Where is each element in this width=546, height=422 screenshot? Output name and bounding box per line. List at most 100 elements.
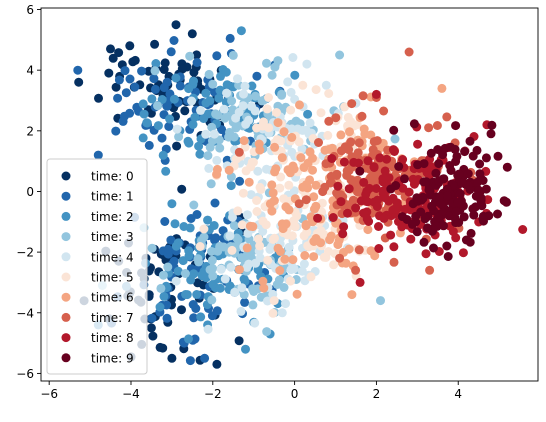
scatter-point	[171, 73, 181, 83]
scatter-point	[346, 137, 356, 147]
scatter-point	[394, 162, 404, 171]
scatter-point	[372, 136, 382, 146]
scatter-point	[453, 198, 463, 207]
scatter-point	[400, 174, 409, 184]
scatter-point	[376, 296, 385, 306]
scatter-point	[195, 149, 205, 159]
scatter-point	[164, 122, 174, 131]
scatter-point	[289, 186, 299, 196]
scatter-point	[192, 50, 202, 60]
scatter-point	[161, 166, 171, 176]
scatter-point	[172, 124, 182, 134]
scatter-point	[389, 242, 399, 252]
scatter-point	[194, 141, 204, 151]
scatter-point	[277, 89, 287, 99]
scatter-point	[455, 189, 465, 199]
scatter-point	[311, 180, 321, 190]
scatter-point	[463, 169, 473, 179]
scatter-point	[412, 227, 422, 237]
scatter-point	[340, 102, 350, 112]
scatter-point	[150, 39, 160, 49]
scatter-point	[380, 166, 390, 176]
scatter-point	[287, 132, 297, 142]
scatter-point	[248, 300, 258, 310]
scatter-point	[207, 247, 217, 256]
scatter-point	[212, 155, 222, 165]
scatter-point	[193, 254, 203, 264]
legend: time: 0 time: 1 time: 2 time: 3 time: 4 time:…	[46, 158, 148, 375]
scatter-point	[333, 240, 343, 250]
scatter-point	[451, 207, 461, 217]
scatter-point	[288, 255, 298, 265]
scatter-point	[429, 243, 438, 253]
scatter-point	[171, 241, 181, 251]
legend-label: time: 3	[91, 230, 134, 244]
scatter-point	[323, 130, 333, 140]
scatter-point	[180, 106, 190, 116]
scatter-point	[287, 231, 297, 241]
scatter-point	[412, 193, 422, 203]
scatter-point	[301, 221, 311, 231]
scatter-point	[239, 89, 248, 99]
scatter-point	[235, 176, 245, 186]
scatter-point	[296, 153, 306, 163]
scatter-point	[242, 262, 252, 272]
legend-marker	[61, 252, 71, 262]
scatter-point	[421, 177, 431, 187]
scatter-point	[209, 129, 219, 139]
scatter-point	[277, 308, 287, 318]
x-tick-label: 0	[291, 387, 299, 401]
scatter-point	[139, 109, 149, 119]
scatter-point	[208, 79, 218, 89]
scatter-point	[487, 120, 497, 130]
scatter-point	[171, 276, 181, 286]
scatter-point	[248, 157, 258, 167]
scatter-point	[348, 195, 358, 205]
scatter-point	[207, 295, 217, 305]
legend-marker	[61, 292, 71, 302]
scatter-point	[245, 221, 255, 231]
legend-marker	[61, 333, 71, 343]
scatter-point	[236, 306, 246, 316]
scatter-point	[314, 138, 323, 147]
scatter-point	[201, 88, 211, 98]
scatter-point	[327, 154, 337, 163]
scatter-point	[446, 166, 456, 175]
scatter-point	[249, 287, 259, 296]
scatter-point	[160, 217, 170, 226]
scatter-point	[309, 237, 319, 246]
scatter-point	[369, 163, 379, 172]
scatter-point	[283, 77, 293, 87]
scatter-point	[358, 91, 368, 101]
scatter-point	[93, 150, 103, 160]
scatter-point	[113, 93, 123, 103]
scatter-point	[324, 247, 333, 256]
scatter-point	[188, 300, 198, 309]
scatter-point	[413, 139, 423, 149]
scatter-point	[155, 302, 165, 312]
scatter-point	[388, 145, 398, 155]
scatter-point	[458, 248, 468, 258]
scatter-point	[374, 222, 383, 231]
scatter-point	[239, 136, 249, 146]
scatter-point	[262, 164, 271, 174]
scatter-point	[189, 269, 199, 279]
scatter-point	[169, 94, 179, 104]
scatter-point	[279, 127, 289, 137]
scatter-point	[157, 95, 167, 104]
scatter-point	[442, 191, 452, 201]
scatter-point	[481, 153, 491, 163]
scatter-point	[150, 84, 160, 94]
scatter-point	[281, 299, 290, 309]
scatter-point	[295, 100, 304, 110]
scatter-point	[240, 81, 250, 91]
scatter-point	[205, 96, 215, 106]
scatter-point	[250, 318, 260, 328]
scatter-point	[309, 252, 319, 262]
scatter-point	[353, 148, 363, 158]
scatter-point	[411, 176, 421, 186]
scatter-point	[336, 197, 346, 207]
scatter-point	[406, 234, 416, 244]
scatter-point	[461, 235, 471, 245]
scatter-point	[335, 253, 345, 263]
